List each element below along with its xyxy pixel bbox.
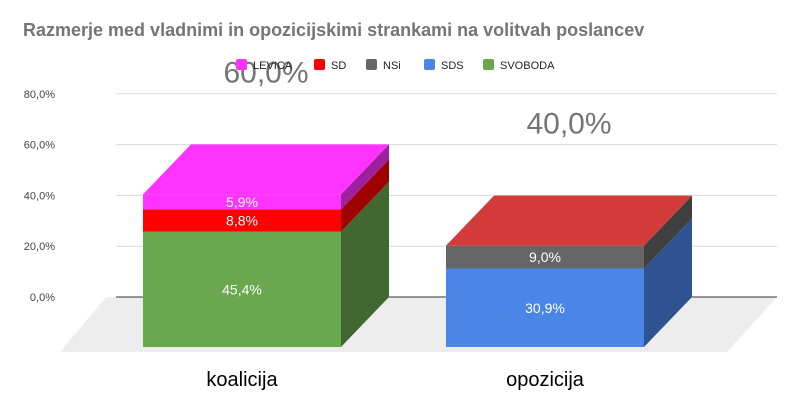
legend-label: SDS — [441, 60, 464, 72]
legend: LEVICA SD NSi SDS SVOBODA — [236, 59, 555, 72]
bar-segment-nsi — [446, 245, 644, 269]
x-axis: koalicija opozicija — [206, 369, 584, 391]
y-tick-label: 60,0% — [24, 140, 55, 152]
y-tick-label: 80,0% — [24, 89, 55, 101]
bar-top-opozicija — [446, 195, 692, 246]
bar-side-sd — [341, 159, 389, 232]
data-label: 45,4% — [222, 281, 262, 297]
legend-label: SVOBODA — [500, 60, 555, 72]
legend-swatch — [366, 59, 377, 70]
bar-segment-sds — [446, 268, 644, 347]
total-label: 40,0% — [526, 108, 611, 141]
y-tick-label: 20,0% — [24, 241, 55, 253]
legend-swatch — [236, 59, 247, 70]
legend-swatch — [483, 59, 494, 70]
y-axis: 0,0% 20,0% 40,0% 60,0% 80,0% — [24, 89, 55, 304]
bar-stack-koalicija — [143, 144, 389, 347]
data-label: 8,8% — [226, 213, 258, 229]
data-label: 30,9% — [525, 300, 565, 316]
y-tick-label: 0,0% — [30, 292, 55, 304]
x-category-label: koalicija — [206, 369, 278, 391]
bar-side-levica — [341, 144, 389, 210]
bar-segment-svoboda — [143, 231, 341, 347]
bar-side-sds — [644, 218, 692, 347]
bars — [143, 144, 692, 347]
bar-side-nsi — [644, 195, 692, 269]
legend-label: NSi — [383, 60, 401, 72]
legend-label: SD — [331, 60, 346, 72]
legend-swatch — [314, 59, 325, 70]
bar-segment-sd — [143, 209, 341, 232]
legend-label: LEVICA — [253, 60, 293, 72]
y-tick-label: 40,0% — [24, 190, 55, 202]
data-label: 9,0% — [529, 249, 561, 265]
bar-top-koalicija — [143, 144, 389, 195]
x-category-label: opozicija — [506, 369, 585, 391]
legend-swatch — [424, 59, 435, 70]
chart-title: Razmerje med vladnimi in opozicijskimi s… — [23, 20, 645, 40]
data-label: 5,9% — [226, 194, 258, 210]
bar-side-svoboda — [341, 181, 389, 347]
bar-segment-levica — [143, 194, 341, 210]
bar-stack-opozicija — [446, 195, 692, 347]
